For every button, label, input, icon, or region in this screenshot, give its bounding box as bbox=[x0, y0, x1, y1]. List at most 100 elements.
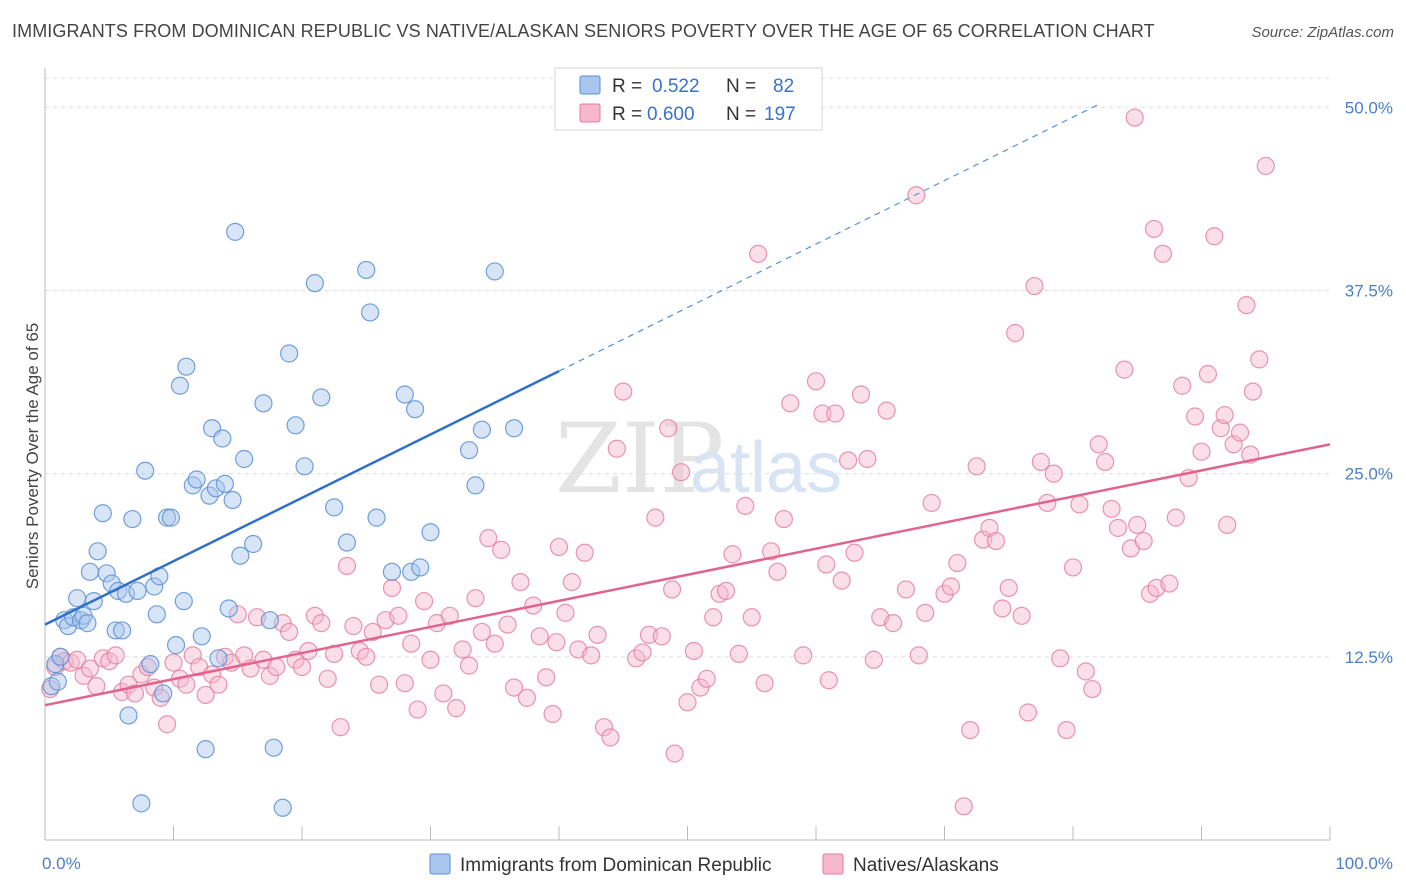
bottom-legend-label-blue: Immigrants from Dominican Republic bbox=[460, 855, 772, 876]
dominican-point-31 bbox=[157, 508, 177, 527]
natives-point-80 bbox=[549, 537, 569, 557]
natives-point-52 bbox=[370, 675, 389, 694]
natives-point-165 bbox=[1134, 531, 1153, 551]
natives-point-86 bbox=[588, 625, 607, 644]
natives-point-81 bbox=[556, 603, 575, 622]
y-tick-label-1: 25.0% bbox=[1345, 465, 1393, 484]
natives-point-130 bbox=[896, 580, 916, 599]
natives-point-66 bbox=[459, 656, 479, 675]
natives-point-69 bbox=[479, 529, 498, 548]
dominican-point-54 bbox=[260, 611, 279, 630]
natives-point-126 bbox=[864, 650, 883, 669]
natives-point-178 bbox=[1218, 515, 1237, 535]
dominican-point-69 bbox=[402, 562, 421, 581]
natives-point-117 bbox=[806, 372, 826, 391]
natives-point-36 bbox=[267, 657, 286, 677]
dominican-point-3 bbox=[48, 672, 67, 691]
natives-point-70 bbox=[485, 634, 504, 653]
natives-point-158 bbox=[1089, 435, 1108, 454]
dominican-point-53 bbox=[254, 394, 273, 413]
dominican-point-58 bbox=[286, 416, 305, 435]
natives-point-57 bbox=[402, 634, 421, 653]
dominican-point-76 bbox=[485, 262, 504, 281]
natives-point-129 bbox=[883, 614, 903, 633]
dominican-point-38 bbox=[187, 470, 206, 489]
chart-title: IMMIGRANTS FROM DOMINICAN REPUBLIC VS NA… bbox=[12, 21, 1155, 41]
x-tick-labels: 0.0% 100.0% bbox=[42, 854, 1393, 873]
natives-point-109 bbox=[742, 608, 761, 627]
dominican-point-59 bbox=[295, 457, 314, 476]
dominican-point-72 bbox=[421, 523, 440, 542]
natives-point-105 bbox=[716, 581, 736, 600]
natives-point-15 bbox=[132, 665, 151, 684]
dominican-point-67 bbox=[382, 562, 402, 581]
natives-point-154 bbox=[1063, 558, 1083, 577]
dominican-point-40 bbox=[196, 740, 215, 759]
dominican-point-15 bbox=[97, 564, 116, 583]
dominican-point-30 bbox=[154, 684, 173, 703]
y-tick-label-0: 12.5% bbox=[1345, 648, 1393, 667]
dominican-point-43 bbox=[206, 479, 226, 498]
dominican-trend-extension bbox=[558, 103, 1099, 372]
natives-point-186 bbox=[1215, 405, 1234, 425]
x-tick-label-0: 0.0% bbox=[42, 854, 81, 873]
natives-point-191 bbox=[662, 580, 682, 599]
natives-point-23 bbox=[183, 646, 202, 665]
natives-point-88 bbox=[601, 728, 620, 747]
natives-point-98 bbox=[671, 463, 691, 482]
dominican-point-41 bbox=[200, 486, 219, 505]
natives-point-146 bbox=[1012, 606, 1031, 625]
dominican-point-46 bbox=[215, 474, 234, 494]
natives-point-65 bbox=[453, 640, 472, 659]
natives-point-135 bbox=[941, 577, 961, 596]
natives-point-183 bbox=[1250, 350, 1269, 369]
natives-point-67 bbox=[466, 589, 485, 608]
legend-r-value-blue: 0.522 bbox=[652, 76, 700, 97]
dominican-point-10 bbox=[78, 614, 97, 633]
natives-point-73 bbox=[504, 678, 524, 697]
natives-point-68 bbox=[472, 622, 491, 642]
y-tick-labels: 12.5% 25.0% 37.5% 50.0% bbox=[1345, 98, 1393, 667]
dominican-point-24 bbox=[132, 794, 151, 813]
natives-point-132 bbox=[916, 603, 935, 622]
source-credit: Source: ZipAtlas.com bbox=[1251, 24, 1394, 41]
natives-point-107 bbox=[729, 644, 749, 663]
watermark-zip: ZIP bbox=[555, 403, 724, 515]
watermark-atlas: atlas bbox=[690, 428, 842, 508]
watermark: ZIP atlas bbox=[555, 403, 842, 515]
y-tick-label-2: 37.5% bbox=[1345, 281, 1393, 300]
dominican-point-11 bbox=[80, 562, 100, 581]
dominican-point-47 bbox=[219, 599, 238, 618]
natives-point-38 bbox=[280, 622, 299, 642]
natives-point-56 bbox=[395, 674, 414, 693]
natives-point-145 bbox=[1006, 323, 1025, 343]
natives-point-170 bbox=[1166, 508, 1185, 527]
natives-point-120 bbox=[826, 404, 845, 423]
natives-point-6 bbox=[74, 666, 93, 685]
natives-point-43 bbox=[312, 614, 331, 633]
legend-n-value-blue: 82 bbox=[773, 76, 794, 97]
natives-point-106 bbox=[723, 545, 742, 564]
dominican-point-27 bbox=[145, 577, 164, 596]
natives-point-85 bbox=[582, 646, 601, 665]
natives-point-179 bbox=[1224, 435, 1243, 454]
natives-point-174 bbox=[1192, 442, 1211, 461]
dominican-point-62 bbox=[325, 498, 344, 517]
natives-point-116 bbox=[794, 646, 813, 665]
natives-point-192 bbox=[907, 186, 926, 205]
natives-trend-line bbox=[44, 443, 1331, 707]
natives-point-168 bbox=[1153, 244, 1173, 263]
natives-point-19 bbox=[157, 715, 177, 734]
natives-point-54 bbox=[382, 578, 402, 598]
natives-point-162 bbox=[1115, 360, 1134, 379]
natives-point-188 bbox=[1125, 108, 1144, 127]
natives-point-128 bbox=[877, 401, 896, 420]
dominican-trend-line bbox=[44, 369, 560, 626]
natives-point-71 bbox=[492, 540, 511, 559]
dominican-point-44 bbox=[209, 649, 228, 668]
dominican-point-61 bbox=[312, 388, 331, 407]
dominican-point-49 bbox=[226, 222, 245, 241]
dominican-point-63 bbox=[337, 533, 357, 552]
natives-point-133 bbox=[922, 493, 941, 513]
natives-point-95 bbox=[652, 627, 671, 646]
